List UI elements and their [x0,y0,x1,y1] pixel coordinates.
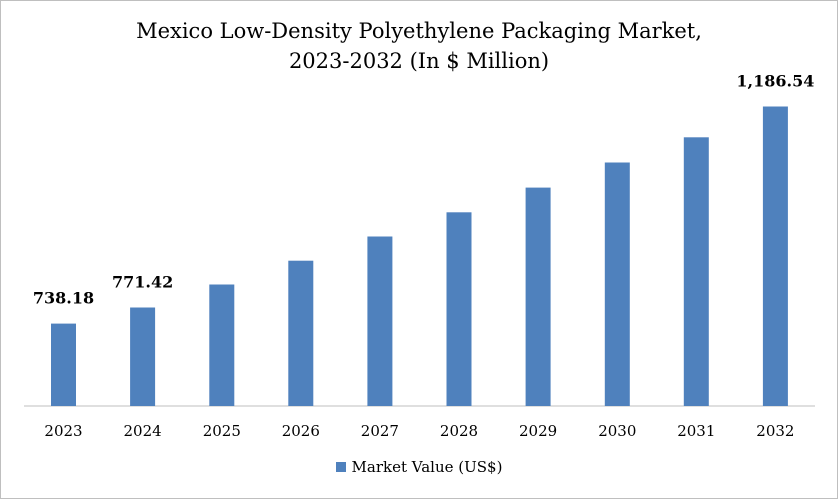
legend-swatch [335,462,346,472]
bar-2031 [683,137,709,407]
bar-2027 [367,236,393,406]
data-label: 771.42 [112,273,173,292]
bar-2032 [762,106,788,406]
x-tick-label: 2030 [598,422,636,440]
bar-2026 [288,260,314,406]
bar-2030 [604,162,630,406]
bar-2023 [51,323,76,406]
x-tick-label: 2025 [203,422,241,440]
chart-title-line1: Mexico Low-Density Polyethylene Packagin… [136,19,702,43]
chart-title-line2: 2023-2032 (In $ Million) [288,49,550,73]
bar-2024 [130,307,156,406]
bar-2028 [446,212,472,406]
x-tick-label: 2027 [361,422,399,440]
chart-title: Mexico Low-Density Polyethylene Packagin… [0,16,838,76]
x-tick-label: 2031 [677,422,715,440]
legend-label: Market Value (US$) [351,458,503,476]
data-label: 738.18 [33,289,94,308]
bar-2025 [209,284,235,406]
x-tick-label: 2029 [519,422,557,440]
data-label: 1,186.54 [736,72,814,91]
legend: Market Value (US$) [0,458,838,476]
x-tick-label: 2032 [756,422,794,440]
x-tick-label: 2023 [44,422,82,440]
bar-2029 [525,187,551,406]
x-tick-label: 2028 [440,422,478,440]
x-tick-label: 2024 [124,422,162,440]
x-tick-label: 2026 [282,422,320,440]
